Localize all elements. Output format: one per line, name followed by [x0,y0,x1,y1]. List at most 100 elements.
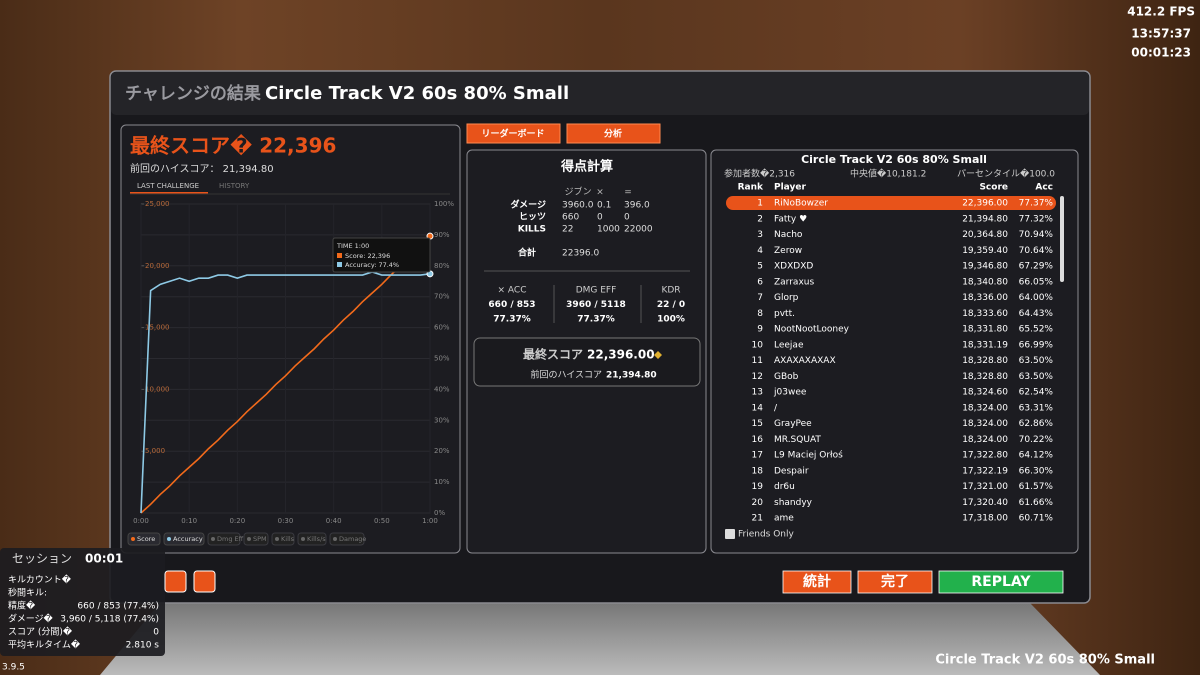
stat: KDR [661,286,680,296]
legend-dot [131,537,135,541]
legend-chip[interactable] [329,532,365,546]
column-header: Player [774,183,806,193]
legend-chip[interactable] [127,532,161,546]
legend-entry: Kills/s [307,535,326,543]
leaderboard-cell: 21 [752,514,763,524]
legend-chip[interactable] [243,532,269,546]
session-label: ダメージ� [8,613,54,625]
breakdown-cell: 396.0 [624,201,650,211]
leaderboard-cell: 20 [752,498,764,508]
tab-button[interactable] [566,123,661,144]
leaderboard-cell: 21,394.80 [962,214,1008,224]
breakdown-column: = [624,188,632,198]
breakdown-label: ダメージ [510,199,546,211]
breakdown-cell: 0 [624,213,630,223]
breakdown-cell: 22000 [624,225,653,235]
leaderboard-cell: 3 [757,230,763,240]
stat: 660 / 853 [488,300,535,310]
leaderboard-cell: dr6u [774,482,795,492]
leaderboard-cell: 62.86% [1019,419,1054,429]
action-button[interactable] [782,570,852,594]
participants: 参加者数�2,316 [724,168,795,180]
y2-tick-label: 90% [434,231,450,239]
leaderboard-cell: j03wee [773,388,807,398]
leaderboard-cell: 19,359.40 [962,246,1008,256]
leaderboard-cell: 77.37% [1019,199,1054,209]
y2-tick-label: 30% [434,416,450,424]
tab-button[interactable] [466,123,561,144]
legend-entry: Damage [339,535,366,543]
fps: 412.2 FPS [1127,5,1195,19]
breakdown-label: ヒッツ [519,212,546,223]
header-prefix: チャレンジの結果 [125,83,261,104]
leaderboard-cell: 63.50% [1019,356,1054,366]
leaderboard-cell: Leejae [774,340,804,350]
leaderboard-cell: 64.12% [1019,451,1054,461]
breakdown-cell: 0.1 [597,201,611,211]
leaderboard-cell: RiNoBowzer [774,199,828,209]
leaderboard-cell: 20,364.80 [962,230,1008,240]
leaderboard-cell: 18,324.00 [962,419,1008,429]
legend-chip[interactable] [163,532,205,546]
breakdown-column: × [596,188,604,198]
action-button-label: REPLAY [971,574,1031,590]
legend-chip[interactable] [207,532,241,546]
x-tick-label: 0:30 [278,517,294,525]
leaderboard-cell: 60.71% [1019,514,1054,524]
leaderboard-cell: 15 [752,419,763,429]
leaderboard-cell: 18,328.80 [962,372,1008,382]
leaderboard-cell: 8 [757,309,763,319]
breakdown-label: KILLS [518,225,546,235]
y-tick-label: 5,000 [145,447,165,455]
legend-chip[interactable] [297,532,327,546]
leaderboard-cell: 6 [757,277,763,287]
friends-checkbox[interactable] [725,529,735,539]
y2-tick-label: 40% [434,385,450,393]
thumb-down[interactable] [193,570,216,593]
leaderboard-cell: Glorp [774,293,799,303]
action-button[interactable] [857,570,933,594]
y2-tick-label: 50% [434,355,450,363]
leaderboard-cell: 61.57% [1019,482,1054,492]
legend-dot [275,537,279,541]
legend-entry: Score [137,535,155,543]
leaderboard-cell: GBob [774,372,799,382]
leaderboard-cell: 61.66% [1019,498,1054,508]
column-header: Score [979,183,1008,193]
legend-dot [333,537,337,541]
leaderboard-cell: 19,346.80 [962,262,1008,272]
floor [100,603,1100,675]
column-header: Acc [1035,183,1053,193]
legend-entry: Accuracy [173,535,203,543]
leaderboard-cell: 18,324.00 [962,403,1008,413]
legend-chip[interactable] [271,532,295,546]
action-button-label: 完了 [881,573,909,590]
leaderboard-cell: 65.52% [1019,325,1054,335]
leaderboard-cell: 16 [752,435,764,445]
y-tick-label: 15,000 [145,324,170,332]
info-icon [654,351,662,359]
stat: 100% [657,315,685,325]
leaderboard-cell: 18,333.60 [962,309,1008,319]
thumb-up[interactable] [164,570,187,593]
tab-button-label: 分析 [604,128,622,140]
leaderboard-cell: 70.64% [1019,246,1054,256]
y2-tick-label: 10% [434,478,450,486]
leaderboard-cell: 17,321.00 [962,482,1008,492]
leaderboard-cell: 70.94% [1019,230,1054,240]
stat: 22 / 0 [657,300,685,310]
session-label: 秒間キル: [8,587,47,599]
leaderboard-title: Circle Track V2 60s 80% Small [801,153,987,166]
stat: DMG EFF [576,286,617,296]
x-tick-label: 0:50 [374,517,390,525]
total-label: 合計 [518,247,536,259]
action-button[interactable] [938,570,1064,594]
previous-value: 21,394.80 [606,371,657,381]
y-tick-label: 20,000 [145,262,170,270]
leaderboard-cell: 64.00% [1019,293,1054,303]
leaderboard-cell: 18,324.60 [962,388,1008,398]
leaderboard-cell: 2 [757,214,763,224]
leaderboard-cell: 19 [752,482,764,492]
leaderboard-cell: 18,340.80 [962,277,1008,287]
